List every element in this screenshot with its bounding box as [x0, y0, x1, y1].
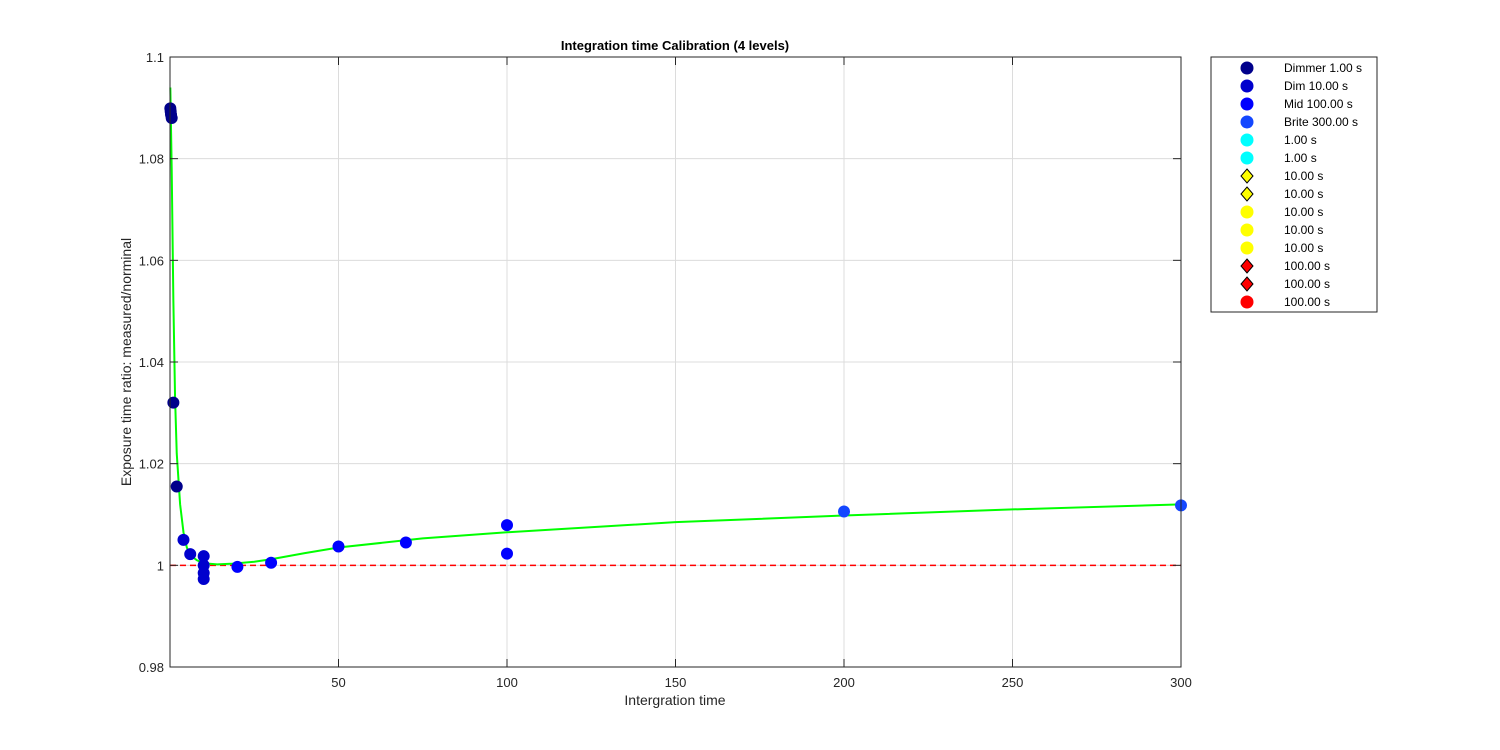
- legend-marker-circle: [1240, 223, 1254, 237]
- legend-label: 100.00 s: [1284, 277, 1330, 291]
- data-point: [265, 556, 278, 569]
- data-point: [177, 533, 190, 546]
- data-point: [501, 547, 513, 560]
- y-tick-label: 1.04: [139, 355, 164, 370]
- y-tick-label: 1.02: [139, 457, 164, 472]
- data-point: [165, 112, 178, 124]
- fit-curve-layer: [169, 87, 1182, 566]
- legend-label: 1.00 s: [1284, 133, 1317, 147]
- legend-marker-circle: [1240, 205, 1254, 219]
- legend-label: 10.00 s: [1284, 241, 1323, 255]
- data-point: [399, 536, 412, 549]
- x-tick-label: 250: [1002, 675, 1024, 690]
- legend-label: 10.00 s: [1284, 187, 1323, 201]
- legend-marker-circle: [1240, 133, 1254, 147]
- fit-curve: [169, 87, 1182, 566]
- legend-items: Dimmer 1.00 s Dim 10.00 s Mid 100.00 s Brit…: [1240, 61, 1362, 309]
- chart-title: Integration time Calibration (4 levels): [561, 38, 789, 53]
- legend-label: Brite 300.00 s: [1284, 115, 1358, 129]
- legend-label: 100.00 s: [1284, 259, 1330, 273]
- y-tick-label: 0.98: [139, 660, 164, 675]
- legend-marker-diamond: [1240, 186, 1254, 202]
- y-tick-label: 1.06: [139, 253, 164, 268]
- x-tick-label: 150: [665, 675, 687, 690]
- data-point: [501, 519, 513, 532]
- y-tick-label: 1: [157, 558, 164, 573]
- legend-marker-diamond: [1240, 276, 1254, 292]
- data-point: [332, 540, 345, 553]
- plot-area: 50 100 150 200 250 300 0.98 1 1.02 1.04 1.06 1.08 1…: [139, 50, 1192, 690]
- legend-label: 1.00 s: [1284, 151, 1317, 165]
- x-tick-label: 200: [833, 675, 855, 690]
- y-tick-label: 1.08: [139, 152, 164, 167]
- legend-marker-diamond: [1240, 258, 1254, 274]
- x-tick-label: 300: [1170, 675, 1192, 690]
- y-tick-labels: 0.98 1 1.02 1.04 1.06 1.08 1.1: [139, 50, 164, 675]
- data-point: [167, 396, 180, 409]
- legend-box: [1210, 56, 1378, 313]
- legend-label: 10.00 s: [1284, 169, 1323, 183]
- data-point: [838, 505, 850, 518]
- legend-marker-circle: [1240, 115, 1254, 129]
- data-point: [231, 560, 244, 573]
- legend-marker-diamond: [1240, 168, 1254, 184]
- legend-label: Mid 100.00 s: [1284, 97, 1353, 111]
- x-axis-label: Intergration time: [624, 692, 725, 708]
- legend-label: 10.00 s: [1284, 223, 1323, 237]
- legend: Dimmer 1.00 s Dim 10.00 s Mid 100.00 s Brit…: [1210, 56, 1378, 313]
- x-tick-labels: 50 100 150 200 250 300: [331, 675, 1192, 690]
- legend-marker-circle: [1240, 151, 1254, 165]
- data-point: [184, 548, 197, 561]
- legend-marker-circle: [1240, 61, 1254, 75]
- data-points-layer: [164, 102, 1187, 586]
- y-axis-label: Exposure time ratio: measured/norminal: [118, 238, 134, 486]
- x-tick-label: 100: [496, 675, 518, 690]
- x-tick-label: 50: [331, 675, 345, 690]
- legend-marker-circle: [1240, 97, 1254, 111]
- data-point: [170, 480, 183, 493]
- legend-marker-circle: [1240, 79, 1254, 93]
- legend-label: Dim 10.00 s: [1284, 79, 1348, 93]
- axis-ticks: [170, 56, 1182, 668]
- legend-label: Dimmer 1.00 s: [1284, 61, 1362, 75]
- data-point: [197, 573, 210, 586]
- y-tick-label: 1.1: [146, 50, 164, 65]
- legend-label: 10.00 s: [1284, 205, 1323, 219]
- legend-label: 100.00 s: [1284, 295, 1330, 309]
- legend-marker-circle: [1240, 241, 1254, 255]
- legend-marker-circle: [1240, 295, 1254, 309]
